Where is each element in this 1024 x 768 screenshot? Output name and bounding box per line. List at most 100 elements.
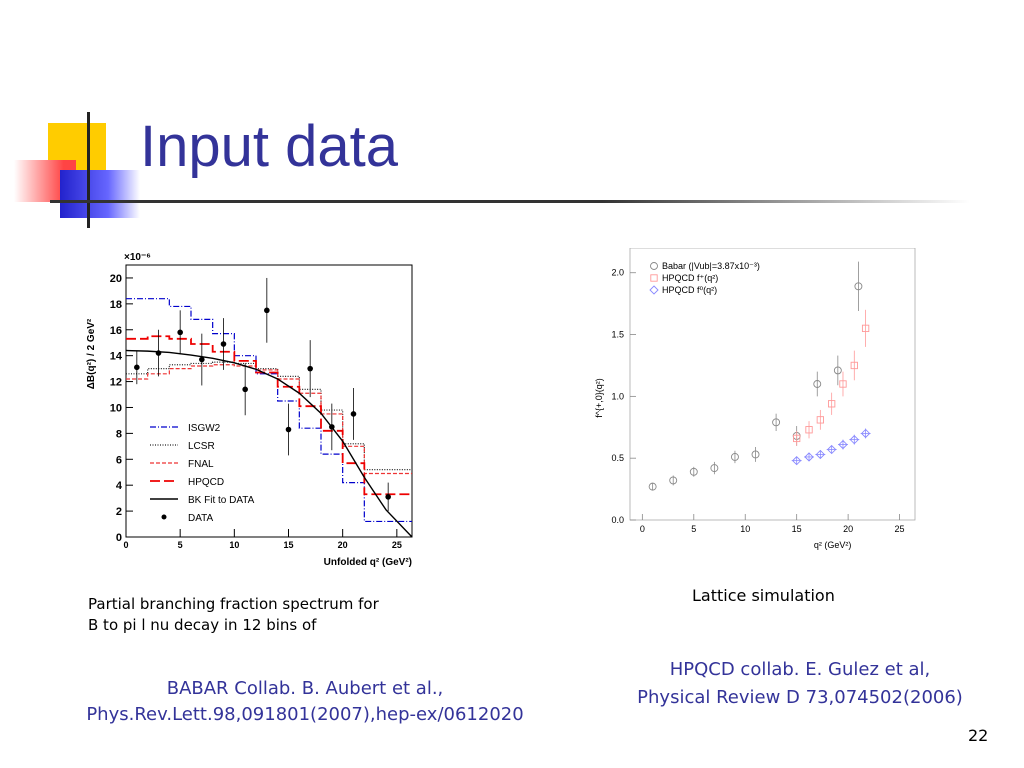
x-tick-label: 5: [691, 524, 696, 534]
data-point: [669, 476, 678, 485]
left-caption-line-1: Partial branching fraction spectrum for: [88, 595, 379, 613]
x-tick-label: 15: [283, 540, 293, 550]
data-point: [350, 411, 357, 417]
data-point: [134, 364, 140, 371]
left-caption-line-2: B to pi l nu decay in 12 bins of: [88, 616, 317, 634]
y-tick-label: 2: [116, 506, 122, 518]
page-number: 22: [968, 726, 989, 745]
legend-swatch: [161, 514, 167, 520]
legend-label: HPQCD f⁰(q²): [662, 285, 717, 295]
legend-label: BK Fit to DATA: [188, 495, 255, 506]
x-tick-label: 20: [338, 540, 348, 550]
y-tick-label: 10: [110, 402, 122, 414]
y-tick-label: 0: [116, 532, 122, 544]
data-point: [177, 329, 183, 336]
x-axis-label: Unfolded q² (GeV²): [324, 557, 412, 568]
legend-label: HPQCD f⁺(q²): [662, 273, 718, 283]
data-point: [860, 428, 871, 439]
x-tick-label: 10: [229, 540, 239, 550]
slide-title: Input data: [140, 114, 398, 179]
right-reference: HPQCD collab. E. Gulez et al, Physical R…: [600, 656, 1000, 712]
y-tick-label: 12: [110, 377, 122, 389]
x-axis-label: q² (GeV²): [814, 540, 852, 550]
y-tick-label: 4: [116, 480, 123, 492]
data-point: [710, 464, 719, 473]
right-reference-line-2: Physical Review D 73,074502(2006): [637, 687, 963, 708]
bk-fit-curve: [125, 349, 413, 538]
data-point: [815, 449, 825, 460]
data-point: [285, 426, 292, 433]
data-point: [813, 380, 822, 388]
data-point: [805, 426, 813, 434]
data-point: [772, 418, 781, 427]
title-divider: [50, 200, 970, 203]
y-tick-label: 1.5: [611, 330, 624, 340]
x-tick-label: 0: [640, 524, 645, 534]
left-reference-line-1: BABAR Collab. B. Aubert et al.,: [166, 678, 444, 699]
legend-marker: [650, 262, 658, 270]
data-point: [792, 456, 802, 466]
legend-label: Babar (|Vub|=3.87x10⁻³): [662, 261, 760, 271]
y-tick-label: 1.0: [611, 391, 624, 401]
data-point: [861, 324, 870, 333]
data-point: [850, 361, 858, 370]
data-point: [264, 307, 270, 314]
series-fnal-line: [126, 364, 412, 475]
legend-label: DATA: [188, 513, 214, 524]
data-point: [329, 424, 335, 430]
data-point: [828, 400, 836, 408]
x-tick-label: 25: [392, 540, 402, 550]
x-tick-label: 25: [895, 524, 905, 534]
data-point: [839, 380, 847, 388]
series-hpqcd-line: [126, 335, 412, 496]
y-tick-label: 2.0: [611, 268, 624, 278]
legend-label: HPQCD: [188, 477, 224, 488]
legend-label: ISGW2: [188, 423, 221, 434]
data-point: [751, 450, 760, 459]
data-point: [730, 452, 739, 461]
plot-frame: [629, 248, 916, 521]
y-axis-label: f^{+,0}(q²): [594, 378, 604, 418]
y-tick-label: 8: [116, 428, 122, 440]
data-point: [849, 434, 859, 445]
form-factor-chart: 0.0 0.5 1.0 1.5 2.0 0 5 10 15 20 25 q² (GeV²) f^{+,0…: [594, 248, 916, 550]
data-point: [220, 341, 227, 347]
data-point: [838, 439, 848, 450]
scale-label: ×10⁻⁶: [124, 252, 151, 263]
data-point: [307, 365, 313, 372]
legend-label: FNAL: [188, 459, 214, 470]
plot-frame: [125, 264, 413, 538]
data-point: [385, 494, 391, 500]
data-point: [199, 356, 205, 363]
y-tick-label: 0.5: [611, 453, 624, 463]
x-tick-label: 15: [792, 524, 802, 534]
legend-label: LCSR: [188, 441, 215, 452]
x-tick-label: 10: [740, 524, 750, 534]
data-point: [816, 416, 824, 424]
left-reference: BABAR Collab. B. Aubert et al., Phys.Rev…: [40, 676, 570, 728]
logo-vertical-line: [87, 112, 90, 228]
logo-blue-block: [60, 170, 140, 218]
y-tick-label: 18: [110, 299, 122, 311]
x-tick-label: 5: [178, 540, 183, 550]
y-axis-label: ΔB(q²) / 2 GeV²: [86, 318, 97, 389]
legend-marker: [650, 274, 658, 282]
y-tick-label: 6: [116, 454, 122, 466]
data-point: [854, 282, 863, 291]
data-point: [242, 386, 248, 393]
left-caption: Partial branching fraction spectrum for …: [88, 594, 379, 636]
y-tick-label: 14: [110, 351, 123, 363]
data-point: [689, 467, 698, 476]
right-caption: Lattice simulation: [692, 586, 835, 605]
data-point: [804, 452, 814, 462]
data-point: [648, 482, 657, 491]
y-tick-label: 16: [110, 325, 122, 337]
legend-marker: [649, 285, 659, 295]
right-reference-line-1: HPQCD collab. E. Gulez et al,: [669, 659, 931, 680]
left-reference-line-2: Phys.Rev.Lett.98,091801(2007),hep-ex/061…: [86, 704, 524, 725]
y-tick-label: 0.0: [611, 515, 624, 525]
y-tick-label: 20: [110, 273, 122, 285]
x-tick-label: 0: [123, 540, 128, 550]
branching-fraction-chart: 0 2 4 6 8 10 12 14 16 18 20 0 5 10 15 20 25 ×10⁻⁶ Unfolded…: [86, 252, 413, 568]
data-point: [827, 444, 837, 455]
